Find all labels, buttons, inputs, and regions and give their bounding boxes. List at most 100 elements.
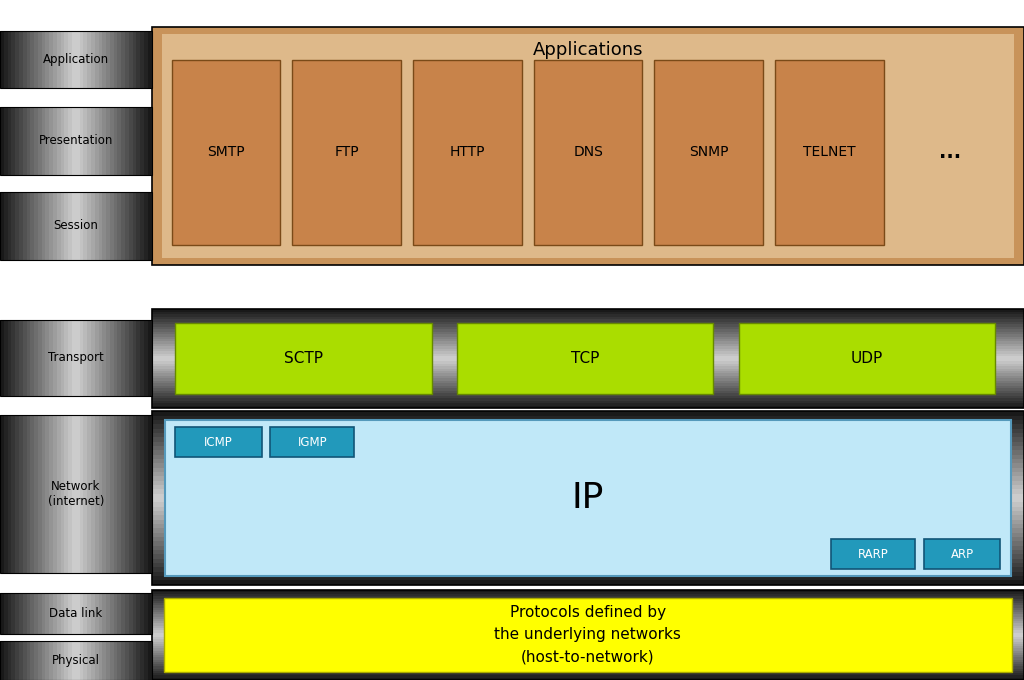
Bar	[738, 323, 994, 394]
Bar	[34, 31, 38, 88]
Bar	[27, 31, 31, 88]
Bar	[38, 415, 42, 573]
Bar	[270, 427, 354, 457]
Bar	[110, 192, 114, 260]
Text: SNMP: SNMP	[689, 146, 728, 159]
Bar	[152, 559, 1024, 563]
Bar	[152, 520, 1024, 524]
Bar	[38, 107, 42, 175]
Bar	[152, 446, 1024, 450]
Bar	[118, 320, 121, 396]
Bar	[152, 524, 1024, 528]
Bar	[42, 107, 45, 175]
Bar	[60, 415, 65, 573]
Bar	[118, 31, 121, 88]
Bar	[80, 320, 83, 396]
Bar	[152, 403, 1024, 405]
Bar	[152, 339, 1024, 341]
Bar	[136, 192, 140, 260]
Bar	[152, 635, 1024, 637]
Text: ...: ...	[939, 143, 962, 162]
Bar	[23, 641, 27, 680]
Bar	[0, 641, 4, 680]
Bar	[125, 320, 129, 396]
Bar	[144, 415, 147, 573]
Bar	[924, 539, 1000, 569]
Bar	[152, 590, 1024, 592]
Bar	[60, 107, 65, 175]
Bar	[152, 537, 1024, 541]
Bar	[152, 376, 1024, 378]
Bar	[118, 415, 121, 573]
Bar	[18, 593, 23, 634]
Bar	[110, 415, 114, 573]
Bar	[152, 455, 1024, 459]
Bar	[110, 107, 114, 175]
Bar	[121, 415, 125, 573]
Bar	[0, 320, 152, 396]
Bar	[72, 31, 76, 88]
Bar	[129, 192, 133, 260]
Bar	[110, 641, 114, 680]
Bar	[45, 192, 49, 260]
Bar	[60, 641, 65, 680]
Bar	[83, 320, 87, 396]
Bar	[129, 641, 133, 680]
Bar	[118, 593, 121, 634]
Bar	[0, 107, 152, 175]
Text: Protocols defined by
the underlying networks
(host-to-network): Protocols defined by the underlying netw…	[495, 605, 681, 664]
Bar	[175, 323, 432, 394]
Bar	[152, 639, 1024, 641]
Bar	[152, 666, 1024, 668]
Bar	[56, 31, 60, 88]
Bar	[152, 326, 1024, 329]
Bar	[164, 598, 1012, 672]
Bar	[87, 107, 91, 175]
Bar	[45, 320, 49, 396]
Bar	[42, 192, 45, 260]
Bar	[110, 320, 114, 396]
Text: Session: Session	[53, 219, 98, 233]
Bar	[152, 428, 1024, 433]
Bar	[56, 415, 60, 573]
Bar	[152, 393, 1024, 396]
Bar	[72, 107, 76, 175]
Bar	[129, 593, 133, 634]
Bar	[80, 192, 83, 260]
Text: FTP: FTP	[335, 146, 359, 159]
Text: ICMP: ICMP	[204, 435, 233, 449]
Text: Transport: Transport	[48, 351, 103, 364]
Bar	[94, 641, 98, 680]
Bar	[152, 361, 1024, 364]
Bar	[152, 401, 1024, 403]
Bar	[56, 320, 60, 396]
Bar	[18, 192, 23, 260]
Bar	[38, 192, 42, 260]
Bar	[53, 641, 56, 680]
Bar	[27, 593, 31, 634]
Bar	[152, 603, 1024, 605]
Bar	[38, 641, 42, 680]
Bar	[114, 641, 118, 680]
Bar	[152, 364, 1024, 366]
Bar	[98, 593, 102, 634]
Bar	[121, 107, 125, 175]
Bar	[152, 628, 1024, 630]
Text: SMTP: SMTP	[207, 146, 245, 159]
Bar	[152, 477, 1024, 481]
Bar	[27, 192, 31, 260]
Bar	[133, 320, 136, 396]
Text: Network
(internet): Network (internet)	[47, 479, 104, 508]
Bar	[152, 309, 1024, 312]
Bar	[152, 398, 1024, 401]
Bar	[152, 673, 1024, 675]
Bar	[87, 593, 91, 634]
Bar	[98, 641, 102, 680]
Bar	[4, 415, 7, 573]
Bar	[152, 396, 1024, 398]
Bar	[72, 320, 76, 396]
Bar	[152, 344, 1024, 346]
Bar	[106, 641, 110, 680]
Bar	[38, 593, 42, 634]
Bar	[60, 320, 65, 396]
